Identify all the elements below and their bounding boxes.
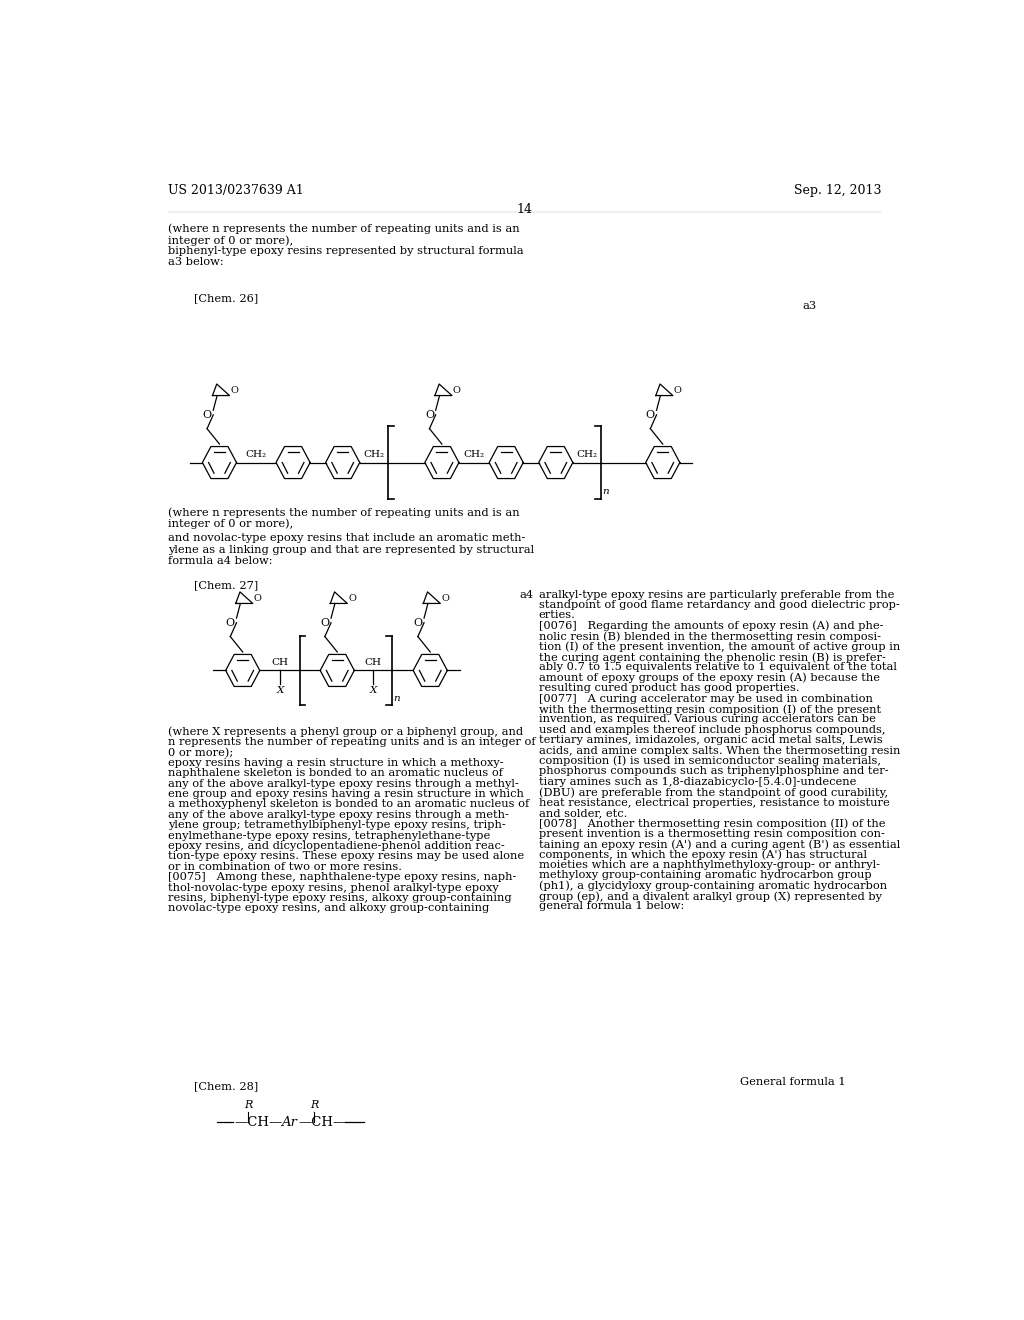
Text: present invention is a thermosetting resin composition con-: present invention is a thermosetting res… — [539, 829, 885, 838]
Text: a methoxyphenyl skeleton is bonded to an aromatic nucleus of: a methoxyphenyl skeleton is bonded to an… — [168, 800, 529, 809]
Text: invention, as required. Various curing accelerators can be: invention, as required. Various curing a… — [539, 714, 876, 725]
Text: tion-type epoxy resins. These epoxy resins may be used alone: tion-type epoxy resins. These epoxy resi… — [168, 851, 524, 862]
Text: CH₂: CH₂ — [464, 450, 484, 459]
Text: (where n represents the number of repeating units and is an: (where n represents the number of repeat… — [168, 224, 520, 235]
Text: [Chem. 26]: [Chem. 26] — [194, 293, 258, 304]
Text: and novolac-type epoxy resins that include an aromatic meth-: and novolac-type epoxy resins that inclu… — [168, 533, 525, 544]
Text: CH₂: CH₂ — [246, 450, 267, 459]
Text: (where n represents the number of repeating units and is an: (where n represents the number of repeat… — [168, 507, 520, 517]
Text: composition (I) is used in semiconductor sealing materials,: composition (I) is used in semiconductor… — [539, 756, 881, 767]
Text: ylene group; tetramethylbiphenyl-type epoxy resins, triph-: ylene group; tetramethylbiphenyl-type ep… — [168, 820, 506, 830]
Text: O: O — [646, 409, 655, 420]
Text: CH₂: CH₂ — [577, 450, 597, 459]
Text: nolic resin (B) blended in the thermosetting resin composi-: nolic resin (B) blended in the thermoset… — [539, 631, 881, 642]
Text: any of the above aralkyl-type epoxy resins through a methyl-: any of the above aralkyl-type epoxy resi… — [168, 779, 519, 788]
Text: acids, and amine complex salts. When the thermosetting resin: acids, and amine complex salts. When the… — [539, 746, 900, 755]
Text: O: O — [674, 387, 682, 396]
Text: any of the above aralkyl-type epoxy resins through a meth-: any of the above aralkyl-type epoxy resi… — [168, 810, 509, 820]
Text: group (ep), and a divalent aralkyl group (X) represented by: group (ep), and a divalent aralkyl group… — [539, 891, 882, 902]
Text: epoxy resins having a resin structure in which a methoxy-: epoxy resins having a resin structure in… — [168, 758, 504, 768]
Text: R: R — [310, 1100, 318, 1110]
Text: n: n — [393, 694, 399, 702]
Text: (DBU) are preferable from the standpoint of good curability,: (DBU) are preferable from the standpoint… — [539, 787, 888, 797]
Text: amount of epoxy groups of the epoxy resin (A) because the: amount of epoxy groups of the epoxy resi… — [539, 673, 880, 684]
Text: integer of 0 or more),: integer of 0 or more), — [168, 235, 294, 246]
Text: Sep. 12, 2013: Sep. 12, 2013 — [794, 183, 882, 197]
Text: O: O — [425, 409, 434, 420]
Text: a4: a4 — [519, 590, 534, 599]
Text: O: O — [321, 618, 330, 628]
Text: aralkyl-type epoxy resins are particularly preferable from the: aralkyl-type epoxy resins are particular… — [539, 590, 894, 599]
Text: resins, biphenyl-type epoxy resins, alkoxy group-containing: resins, biphenyl-type epoxy resins, alko… — [168, 892, 512, 903]
Text: naphthalene skeleton is bonded to an aromatic nucleus of: naphthalene skeleton is bonded to an aro… — [168, 768, 504, 779]
Text: General formula 1: General formula 1 — [740, 1077, 846, 1086]
Text: the curing agent containing the phenolic resin (B) is prefer-: the curing agent containing the phenolic… — [539, 652, 886, 663]
Text: US 2013/0237639 A1: US 2013/0237639 A1 — [168, 183, 304, 197]
Text: O: O — [230, 387, 239, 396]
Text: O: O — [203, 409, 212, 420]
Text: moieties which are a naphthylmethyloxy-group- or anthryl-: moieties which are a naphthylmethyloxy-g… — [539, 859, 880, 870]
Text: CH: CH — [365, 659, 381, 668]
Text: a3 below:: a3 below: — [168, 257, 224, 268]
Text: with the thermosetting resin composition (I) of the present: with the thermosetting resin composition… — [539, 704, 881, 714]
Text: biphenyl-type epoxy resins represented by structural formula: biphenyl-type epoxy resins represented b… — [168, 246, 524, 256]
Text: O: O — [348, 594, 356, 603]
Text: [0078]   Another thermosetting resin composition (II) of the: [0078] Another thermosetting resin compo… — [539, 818, 886, 829]
Text: ably 0.7 to 1.5 equivalents relative to 1 equivalent of the total: ably 0.7 to 1.5 equivalents relative to … — [539, 663, 897, 672]
Text: O: O — [453, 387, 461, 396]
Text: taining an epoxy resin (A') and a curing agent (B') as essential: taining an epoxy resin (A') and a curing… — [539, 840, 900, 850]
Text: —CH—: —CH— — [299, 1115, 347, 1129]
Text: thol-novolac-type epoxy resins, phenol aralkyl-type epoxy: thol-novolac-type epoxy resins, phenol a… — [168, 883, 499, 892]
Text: (where X represents a phenyl group or a biphenyl group, and: (where X represents a phenyl group or a … — [168, 726, 523, 738]
Text: tiary amines such as 1,8-diazabicyclo-[5.4.0]-undecene: tiary amines such as 1,8-diazabicyclo-[5… — [539, 776, 856, 787]
Text: methyloxy group-containing aromatic hydrocarbon group: methyloxy group-containing aromatic hydr… — [539, 870, 871, 880]
Text: 14: 14 — [517, 203, 532, 216]
Text: (ph1), a glycidyloxy group-containing aromatic hydrocarbon: (ph1), a glycidyloxy group-containing ar… — [539, 880, 887, 891]
Text: O: O — [254, 594, 261, 603]
Text: n represents the number of repeating units and is an integer of: n represents the number of repeating uni… — [168, 737, 536, 747]
Text: [Chem. 28]: [Chem. 28] — [194, 1081, 258, 1090]
Text: X: X — [276, 686, 284, 694]
Text: erties.: erties. — [539, 610, 575, 620]
Text: novolac-type epoxy resins, and alkoxy group-containing: novolac-type epoxy resins, and alkoxy gr… — [168, 903, 489, 913]
Text: phosphorus compounds such as triphenylphosphine and ter-: phosphorus compounds such as triphenylph… — [539, 767, 889, 776]
Text: O: O — [441, 594, 449, 603]
Text: resulting cured product has good properties.: resulting cured product has good propert… — [539, 684, 800, 693]
Text: a3: a3 — [802, 301, 816, 310]
Text: CH: CH — [271, 659, 289, 668]
Text: ylene as a linking group and that are represented by structural: ylene as a linking group and that are re… — [168, 545, 535, 554]
Text: [0075]   Among these, naphthalene-type epoxy resins, naph-: [0075] Among these, naphthalene-type epo… — [168, 873, 517, 882]
Text: Ar: Ar — [281, 1115, 297, 1129]
Text: R: R — [244, 1100, 252, 1110]
Text: heat resistance, electrical properties, resistance to moisture: heat resistance, electrical properties, … — [539, 797, 890, 808]
Text: —CH—: —CH— — [234, 1115, 283, 1129]
Text: and solder, etc.: and solder, etc. — [539, 808, 627, 818]
Text: [0076]   Regarding the amounts of epoxy resin (A) and phe-: [0076] Regarding the amounts of epoxy re… — [539, 620, 884, 631]
Text: general formula 1 below:: general formula 1 below: — [539, 902, 684, 911]
Text: n: n — [602, 487, 609, 496]
Text: integer of 0 or more),: integer of 0 or more), — [168, 519, 294, 529]
Text: formula a4 below:: formula a4 below: — [168, 556, 272, 566]
Text: ene group and epoxy resins having a resin structure in which: ene group and epoxy resins having a resi… — [168, 789, 524, 799]
Text: tion (I) of the present invention, the amount of active group in: tion (I) of the present invention, the a… — [539, 642, 900, 652]
Text: components, in which the epoxy resin (A') has structural: components, in which the epoxy resin (A'… — [539, 850, 866, 861]
Text: epoxy resins, and dicyclopentadiene-phenol addition reac-: epoxy resins, and dicyclopentadiene-phen… — [168, 841, 505, 851]
Text: [Chem. 27]: [Chem. 27] — [194, 581, 258, 590]
Text: 0 or more);: 0 or more); — [168, 747, 233, 758]
Text: used and examples thereof include phosphorus compounds,: used and examples thereof include phosph… — [539, 725, 886, 735]
Text: CH₂: CH₂ — [364, 450, 384, 459]
Text: enylmethane-type epoxy resins, tetraphenylethane-type: enylmethane-type epoxy resins, tetraphen… — [168, 830, 490, 841]
Text: standpoint of good flame retardancy and good dielectric prop-: standpoint of good flame retardancy and … — [539, 601, 899, 610]
Text: tertiary amines, imidazoles, organic acid metal salts, Lewis: tertiary amines, imidazoles, organic aci… — [539, 735, 883, 744]
Text: [0077]   A curing accelerator may be used in combination: [0077] A curing accelerator may be used … — [539, 693, 872, 704]
Text: O: O — [414, 618, 423, 628]
Text: O: O — [225, 618, 234, 628]
Text: X: X — [370, 686, 377, 694]
Text: or in combination of two or more resins.: or in combination of two or more resins. — [168, 862, 402, 871]
